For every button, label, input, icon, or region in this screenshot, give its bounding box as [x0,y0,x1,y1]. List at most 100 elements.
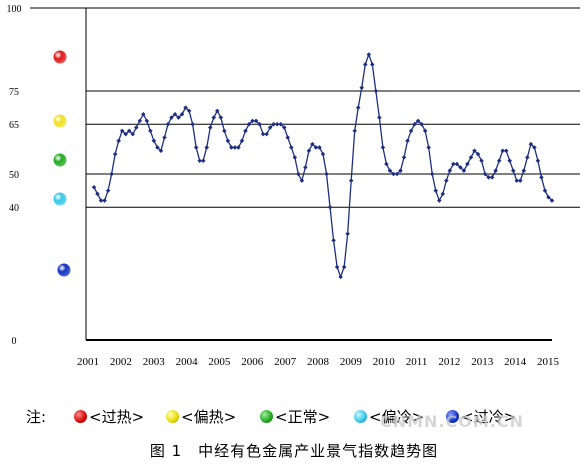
data-point [239,138,245,144]
data-point [454,161,460,167]
data-point [468,155,474,160]
data-point [207,125,213,130]
x-tick-labels: 2001 2002 2003 2004 2005 2006 2007 2008 2009 2010… [77,356,560,368]
watermark: CNMN.COM.CN [380,412,524,431]
data-point [387,168,393,173]
data-point [324,171,329,177]
x-tick-label: 2001 [77,356,99,368]
data-point [144,118,150,124]
series-line [93,52,553,279]
data-point [151,138,157,144]
level-marker-过冷 [57,263,71,277]
data-point [211,115,217,120]
data-point [370,62,375,67]
data-point [215,108,220,114]
data-point [225,138,231,144]
data-point [243,128,248,134]
data-point [345,231,350,237]
data-point [102,198,107,203]
data-point [246,121,252,127]
data-point [141,111,146,117]
x-tick-label: 2006 [241,356,264,368]
blue-ball-icon [446,410,459,423]
data-point [436,198,442,203]
data-point [440,191,446,197]
x-tick-label: 2010 [373,356,396,368]
data-point [165,121,171,127]
data-point [148,128,153,134]
data-point [134,125,139,130]
figure-caption: 图 1 中经有色金属产业景气指数趋势图 [149,442,439,460]
data-point [429,171,435,177]
data-point [366,52,372,57]
x-tick-label: 2011 [406,356,428,368]
data-point [525,155,530,160]
data-point [479,158,484,163]
x-tick-label: 2009 [340,356,363,368]
data-point [489,175,495,180]
level-marker-正常 [53,153,67,167]
data-point [264,131,269,137]
data-point [236,145,241,150]
data-point [401,155,407,160]
data-point [451,161,456,167]
data-point [405,138,410,144]
y-tick-label: 65 [9,120,19,131]
data-point [482,171,488,177]
y-tick-label: 0 [12,336,17,347]
data-point [433,188,439,193]
cyan-ball-icon [354,410,367,423]
y-tick-label: 50 [9,170,19,181]
data-point [518,178,523,183]
data-point [119,128,125,134]
data-point [98,198,104,203]
y-tick-label: 75 [9,87,19,98]
data-point [348,178,354,183]
data-point [179,111,185,117]
data-point [299,178,305,183]
data-point [352,128,357,134]
data-point [422,128,428,134]
x-tick-label: 2014 [504,356,527,368]
data-point [204,145,210,150]
data-point [218,115,224,120]
gridlines [86,7,580,208]
data-point [384,161,389,167]
data-point [535,158,541,163]
x-tick-label: 2008 [307,356,330,368]
data-point [408,128,414,134]
x-tick-label: 2005 [208,356,231,368]
x-tick-label: 2004 [176,356,199,368]
data-point [444,178,449,183]
data-point [493,168,498,173]
data-point [338,274,343,280]
data-point [398,168,403,173]
data-point [510,168,516,173]
data-point [296,171,301,177]
data-point [289,145,294,150]
data-point [320,151,326,157]
data-point [542,188,548,193]
data-point [162,135,167,140]
y-tick-labels: 0 40 50 65 75 100 [7,4,22,347]
data-point [95,191,100,197]
data-point [190,121,195,127]
data-point [285,135,291,140]
x-tick-label: 2015 [537,356,560,368]
data-point [109,171,114,177]
data-point [539,175,544,180]
data-point [169,115,174,120]
data-point [310,141,315,147]
data-point [105,188,111,193]
legend-item-normal: <正常> [260,406,330,427]
series-index [91,52,555,280]
data-point [341,264,347,270]
data-point [91,185,97,190]
x-tick-label: 2012 [438,356,460,368]
data-point [373,88,379,94]
legend-item-cool: <偏冷> [354,406,424,427]
data-point [500,148,505,154]
data-point [253,118,259,124]
data-point [116,138,121,144]
data-point [447,168,453,173]
